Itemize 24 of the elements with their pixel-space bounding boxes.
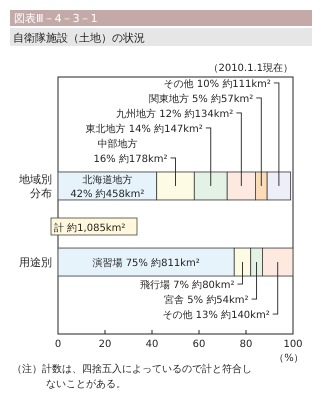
data-label: 宮舎 5% 約54km² xyxy=(164,294,249,306)
x-tick-label: 0 xyxy=(54,339,62,350)
x-tick-label: 100 xyxy=(283,339,303,350)
text: （2010.1.1現在） xyxy=(208,62,293,74)
data-label: 飛行場 7% 約80km² xyxy=(140,279,234,292)
chart-title: 図表Ⅲ－4－3－1 xyxy=(14,12,98,25)
data-label: その他 10% 約111km² xyxy=(164,78,271,90)
chart-subtitle: 自衛隊施設（土地）の状況 xyxy=(13,32,145,44)
data-label: 関東地方 5% 約57km² xyxy=(148,92,254,105)
data-label: 演習場 75% 約811km² xyxy=(92,257,200,270)
data-label: 東北地方 14% 約147km² xyxy=(86,122,203,135)
text: （注）計数は、四捨五入によっているので計と符合しないことがある。 xyxy=(12,363,252,390)
data-label: 九州地方 12% 約134km² xyxy=(116,108,234,120)
y-tick-label: 地域別分布 xyxy=(18,172,52,200)
data-label: その他 13% 約140km² xyxy=(162,309,270,322)
x-tick-label: 40 xyxy=(146,339,158,350)
annotation: 計 約1,085km² xyxy=(54,222,126,234)
y-tick-label: 用途別 xyxy=(19,256,52,270)
data-label: 中部地方 16% 約178km² xyxy=(93,138,168,165)
x-tick-label: 60 xyxy=(192,339,206,350)
data-label: 北海道地方 42% 約458km² xyxy=(70,174,144,200)
x-axis-title: （%） xyxy=(274,353,304,364)
x-tick-label: 80 xyxy=(240,339,252,350)
x-tick-label: 20 xyxy=(98,339,112,350)
